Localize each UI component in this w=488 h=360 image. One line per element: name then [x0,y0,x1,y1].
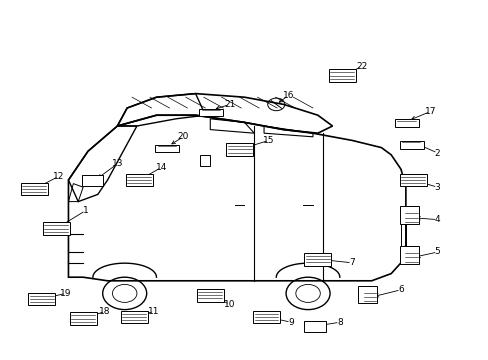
Text: 1: 1 [82,206,88,215]
Text: 11: 11 [148,307,160,316]
Text: 7: 7 [348,258,354,267]
Text: 21: 21 [224,100,235,109]
Text: 12: 12 [53,172,64,181]
Text: 15: 15 [263,136,274,145]
Bar [196,289,223,302]
Text: 16: 16 [282,91,294,100]
Text: 5: 5 [434,248,440,256]
Text: 8: 8 [336,318,342,327]
Bar [394,120,418,127]
Bar [43,222,70,235]
Bar [155,145,179,152]
Bar [121,310,148,323]
Bar [357,286,376,303]
Text: 22: 22 [355,62,367,71]
Bar [225,143,253,156]
Bar [304,253,331,266]
Text: 14: 14 [155,163,167,172]
Bar [82,175,103,186]
Bar [399,207,418,224]
Bar [399,141,423,149]
Bar [304,321,325,332]
Text: 19: 19 [60,289,72,298]
Text: 6: 6 [397,285,403,294]
Text: 20: 20 [177,132,189,141]
Text: 18: 18 [99,307,111,316]
Bar [399,246,418,264]
Bar [70,312,97,325]
Bar [253,310,280,323]
Bar [125,174,152,186]
Bar [21,183,48,195]
Text: 4: 4 [434,215,440,224]
Text: 10: 10 [224,300,235,309]
Bar [328,69,355,82]
Bar [28,292,55,305]
Bar [399,174,426,186]
Text: 3: 3 [434,183,440,192]
Text: 2: 2 [434,149,440,158]
Text: 9: 9 [287,318,293,327]
Text: 17: 17 [424,107,435,116]
Bar [199,109,223,116]
Text: 13: 13 [111,159,123,168]
